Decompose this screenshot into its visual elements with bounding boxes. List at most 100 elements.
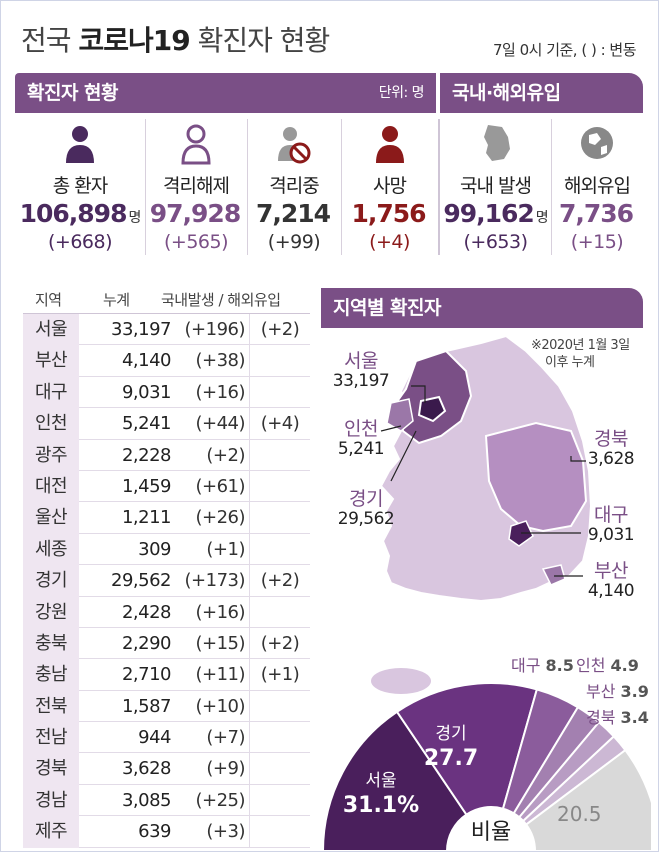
stat-isolation: 격리중 7,214 (+99) [247,119,341,261]
stat-number: 97,928 [149,199,241,228]
map-label-name: 인천 [344,418,378,440]
stat-value: 97,928 [145,199,247,228]
table-row: 인천 5,241 (+44) (+4) [23,408,310,440]
cell-domestic: (+2) [175,439,250,471]
origin-panel-title: 국내·해외유입 [452,82,561,104]
leader-line [380,425,402,432]
stat-number: 1,756 [351,199,426,228]
stat-number: 99,162 [443,199,534,228]
stat-label: 격리중 [269,175,319,197]
cell-total: 2,710 [121,664,172,686]
death-icon [372,123,408,165]
map-label-name: 경북 [594,428,628,450]
divider [247,119,248,255]
cell-region: 충남 [23,659,79,691]
table-row: 서울 33,197 (+196) (+2) [23,314,310,346]
pie-label: 경기 27.7 [424,724,478,771]
cell-domestic: (+1) [175,533,250,566]
stat-unit: 명 [128,210,141,226]
stat-change: (+15) [570,231,624,253]
col-header-region: 지역 [35,291,62,309]
map-label-name: 대구 [594,504,628,526]
isolation-icon [276,123,312,165]
pie-label: 서울 31.1% [343,771,419,818]
date-note: 7일 0시 기준, ( ) : 변동 [492,41,637,59]
stat-label: 총 환자 [52,175,108,197]
map-label-daegu: 대구 9,031 [581,505,641,545]
table-row: 대구 9,031 (+16) [23,376,310,409]
cell-total: 944 [138,727,171,749]
cell-overseas: (+1) [260,664,300,686]
korea-map [371,334,593,694]
cell-domestic: (+38) [175,345,250,377]
cell-total: 3,085 [121,789,172,811]
divider [145,119,146,255]
cell-domestic: (+61) [175,470,250,503]
cell-total: 29,562 [111,570,171,592]
stat-label: 사망 [373,175,407,197]
note-line: 이후 누계 [545,355,595,370]
confirmed-panel-header: 확진자 현황 단위: 명 [15,73,436,113]
cell-domestic: (+44) [175,408,250,440]
stat-value: 106,898 명 [15,199,145,228]
cell-region: 충북 [23,627,79,660]
regional-table: 서울 33,197 (+196) (+2) 부산 4,140 (+38) 대구 9… [23,313,310,848]
stat-value: 99,162 명 [440,199,551,228]
cell-domestic: (+25) [175,784,250,817]
map-label-gyeongbuk: 경북 3,628 [581,429,641,469]
cell-overseas [250,440,310,471]
stat-value: 1,756 [341,199,438,228]
person-outline-icon [178,123,214,165]
stat-change: (+653) [463,231,528,253]
map-label-name: 경기 [349,488,383,510]
pie-label: 20.5 [557,802,602,826]
globe-icon [579,123,615,165]
cell-total: 2,290 [121,632,172,654]
ratio-pie-chart: 비율 서울 31.1%경기 27.7 대구 8.5 인천 4.9 부산 3.9 경북 3.4 2… [321,656,651,851]
table-row: 대전 1,459 (+61) [23,470,310,503]
map-note: ※2020년 1월 3일 이후 누계 [531,337,630,371]
cell-total: 9,031 [121,381,172,403]
cell-overseas [250,502,310,533]
pie-slice [395,682,539,816]
cell-overseas [250,345,310,376]
pie-slice [321,710,468,851]
divider [341,119,342,255]
stat-number: 7,736 [558,199,634,228]
map-label-gyeonggi: 경기 29,562 [336,489,396,529]
stat-change: (+565) [163,231,229,253]
cell-overseas [250,753,310,784]
cell-region: 제주 [23,816,79,848]
map-label-value: 33,197 [332,371,390,391]
table-row: 전북 1,587 (+10) [23,690,310,723]
map-region-gyeonggi [394,349,473,445]
cell-overseas [250,691,310,722]
cell-total: 4,140 [121,350,172,372]
table-row: 경기 29,562 (+173) (+2) [23,565,310,597]
stat-number: 106,898 [19,199,128,228]
cell-domestic: (+16) [175,376,250,409]
table-row: 경북 3,628 (+9) [23,753,310,785]
cell-overseas [250,597,310,628]
cell-region: 경기 [23,565,79,597]
cell-total: 309 [138,538,171,560]
stat-label: 격리해제 [163,175,230,197]
cell-region: 전북 [23,690,79,723]
stat-label: 국내 발생 [460,175,532,197]
stat-value: 7,736 [551,199,643,228]
table-row: 광주 2,228 (+2) [23,439,310,471]
stat-number: 7,214 [255,199,331,228]
cell-region: 대전 [23,470,79,503]
table-row: 강원 2,428 (+16) [23,596,310,628]
col-header-split: 국내발생 / 해외유입 [161,291,281,309]
table-row: 경남 3,085 (+25) [23,784,310,817]
stat-change: (+668) [47,231,113,253]
table-row: 충북 2,290 (+15) (+2) [23,627,310,660]
map-label-incheon: 인천 5,241 [331,419,391,459]
cell-total: 1,211 [121,507,172,529]
cell-region: 부산 [23,345,79,377]
cell-overseas: (+2) [260,319,300,340]
korea-map-icon [478,123,514,165]
map-label-name: 부산 [594,560,628,582]
cell-total: 639 [138,821,171,843]
